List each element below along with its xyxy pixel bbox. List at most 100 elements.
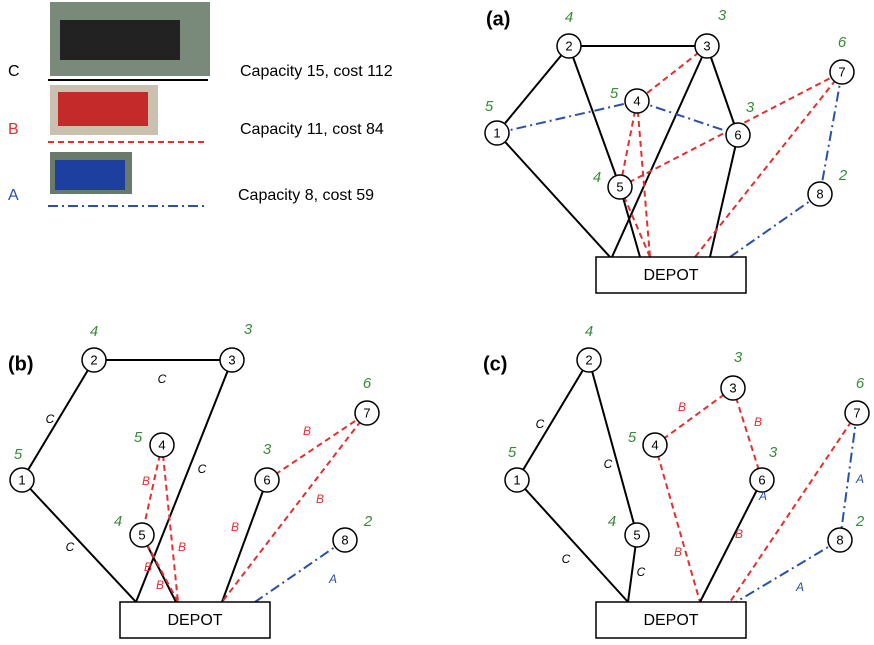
legend-letter: C	[8, 63, 20, 80]
edge-label: A	[795, 580, 804, 594]
node-demand: 5	[485, 98, 494, 115]
node	[504, 467, 530, 493]
legend-letter: A	[8, 187, 19, 204]
node	[720, 375, 746, 401]
node-label: 2	[585, 352, 592, 367]
edge-label: A	[328, 572, 337, 586]
edge	[732, 387, 763, 481]
node-label: 1	[18, 472, 25, 487]
node-label: 8	[341, 532, 348, 547]
edge	[636, 100, 651, 258]
edge	[699, 479, 763, 603]
node	[219, 347, 245, 373]
node-demand: 3	[263, 441, 272, 458]
edge	[839, 412, 858, 541]
node-label: 2	[90, 352, 97, 367]
node	[149, 432, 175, 458]
node	[354, 400, 380, 426]
node-label: 1	[513, 472, 520, 487]
node	[624, 522, 650, 548]
edge	[729, 412, 858, 603]
depot-label: DEPOT	[167, 612, 222, 629]
node	[807, 181, 833, 207]
node-demand: 3	[746, 99, 755, 116]
node-label: 6	[758, 472, 765, 487]
node-label: 8	[816, 186, 823, 201]
node	[484, 120, 510, 146]
legend-text: Capacity 11, cost 84	[240, 121, 384, 138]
node-label: 4	[633, 93, 640, 108]
edge	[654, 387, 734, 446]
depot-box	[595, 256, 747, 294]
edge-label: B	[156, 578, 164, 592]
node-label: 3	[729, 380, 736, 395]
edge	[221, 479, 268, 603]
edge	[729, 193, 821, 258]
edge	[654, 444, 701, 603]
node	[576, 347, 602, 373]
truck-body	[60, 20, 180, 60]
edge	[568, 45, 621, 188]
depot-label: DEPOT	[643, 612, 698, 629]
lorry-body	[58, 92, 148, 126]
node-label: 6	[734, 127, 741, 142]
node-demand: 3	[769, 444, 778, 461]
panel-label: (c)	[483, 353, 507, 375]
panel-label: (b)	[8, 353, 34, 375]
edge	[516, 359, 590, 481]
node-demand: 2	[363, 513, 373, 530]
edge-label: B	[178, 540, 186, 554]
edge-label: B	[303, 424, 311, 438]
edge	[516, 479, 629, 603]
edge	[636, 100, 739, 136]
node-demand: 4	[565, 9, 573, 26]
node-demand: 5	[134, 429, 143, 446]
node	[642, 432, 668, 458]
edge	[819, 71, 843, 195]
node-demand: 2	[838, 167, 848, 184]
edge	[496, 132, 611, 258]
edge	[709, 134, 739, 258]
node-demand: 4	[90, 323, 98, 340]
edge-label: B	[735, 527, 743, 541]
node	[844, 400, 870, 426]
edge-label: C	[46, 412, 55, 426]
node-demand: 4	[608, 513, 616, 530]
edge-label: C	[536, 417, 545, 431]
edge	[588, 359, 638, 536]
legend-text: Capacity 15, cost 112	[240, 63, 393, 80]
edge	[141, 444, 163, 536]
node-label: 6	[263, 472, 270, 487]
edge	[619, 100, 638, 188]
node-demand: 2	[855, 513, 865, 530]
node-demand: 5	[14, 446, 23, 463]
edge	[735, 539, 841, 603]
depot-box	[595, 601, 747, 639]
legend	[48, 2, 210, 207]
node-demand: 3	[734, 349, 743, 366]
node-demand: 6	[856, 375, 865, 392]
edge	[135, 359, 233, 603]
node-label: 5	[138, 527, 145, 542]
edge-label: B	[316, 492, 324, 506]
edge	[161, 444, 179, 603]
depot-label: DEPOT	[643, 267, 698, 284]
van-body	[55, 160, 125, 190]
edge	[254, 539, 346, 603]
node	[556, 33, 582, 59]
edge-label: C	[158, 372, 167, 386]
node-label: 2	[565, 38, 572, 53]
node	[829, 59, 855, 85]
edge-label: A	[855, 472, 864, 486]
node-label: 3	[228, 352, 235, 367]
node	[749, 467, 775, 493]
node	[81, 347, 107, 373]
edge-label: B	[754, 415, 762, 429]
node	[725, 122, 751, 148]
edge-label: C	[637, 565, 646, 579]
edge	[706, 45, 739, 136]
node-label: 1	[493, 125, 500, 140]
node	[827, 527, 853, 553]
node-demand: 6	[838, 34, 847, 51]
